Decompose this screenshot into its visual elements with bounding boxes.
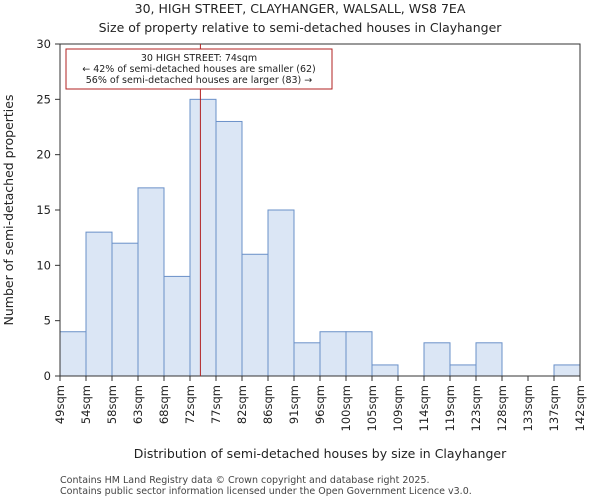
histogram-bar xyxy=(215,120,243,377)
x-tick-label: 49sqm xyxy=(53,385,67,424)
y-axis: 0 5 10 15 20 25 30 xyxy=(36,37,60,383)
x-axis: 49sqm 54sqm 58sqm 63sqm 68sqm 72sqm 77sqm 82sqm… xyxy=(53,376,587,431)
x-tick-label: 96sqm xyxy=(313,385,327,424)
histogram-bar xyxy=(423,342,451,377)
footer-line-1: Contains HM Land Registry data © Crown c… xyxy=(60,475,430,486)
x-tick-label: 123sqm xyxy=(469,385,483,431)
x-tick-label: 91sqm xyxy=(287,385,301,424)
histogram-bar xyxy=(189,98,217,377)
y-tick-label: 0 xyxy=(44,369,51,383)
x-tick-label: 86sqm xyxy=(261,385,275,424)
histogram-bar xyxy=(111,242,139,377)
x-tick-label: 58sqm xyxy=(105,385,119,424)
chart-subtitle: Size of property relative to semi-detach… xyxy=(99,20,503,35)
histogram-bar xyxy=(241,253,269,377)
x-tick-label: 128sqm xyxy=(495,385,509,431)
histogram-bar xyxy=(319,331,347,377)
histogram-bar xyxy=(293,342,321,377)
annotation-line-2: ← 42% of semi-detached houses are smalle… xyxy=(82,64,316,75)
x-tick-label: 114sqm xyxy=(417,385,431,431)
y-tick-label: 5 xyxy=(44,314,51,328)
histogram-bar xyxy=(345,331,373,377)
histogram-bar xyxy=(137,187,165,377)
x-tick-label: 72sqm xyxy=(183,385,197,424)
annotation-line-1: 30 HIGH STREET: 74sqm xyxy=(141,53,257,64)
histogram-bar xyxy=(59,331,87,377)
y-tick-label: 30 xyxy=(36,37,51,51)
bars-group xyxy=(59,98,581,377)
x-tick-label: 68sqm xyxy=(157,385,171,424)
annotation-line-3: 56% of semi-detached houses are larger (… xyxy=(86,75,313,86)
y-tick-label: 20 xyxy=(36,148,51,162)
y-axis-label: Number of semi-detached properties xyxy=(1,95,16,326)
plot-frame xyxy=(59,43,581,377)
x-tick-label: 100sqm xyxy=(339,385,353,431)
histogram-bar xyxy=(553,364,581,377)
x-tick-label: 77sqm xyxy=(209,385,223,424)
x-tick-label: 105sqm xyxy=(365,385,379,431)
histogram-bar xyxy=(371,364,399,377)
y-tick-label: 10 xyxy=(36,258,51,272)
x-tick-label: 82sqm xyxy=(235,385,249,424)
footer-line-2: Contains public sector information licen… xyxy=(60,486,472,497)
x-tick-label: 142sqm xyxy=(573,385,587,431)
histogram-bar xyxy=(85,231,113,377)
y-tick-label: 15 xyxy=(36,203,51,217)
histogram-bar xyxy=(163,275,191,377)
x-tick-label: 137sqm xyxy=(547,385,561,431)
x-tick-label: 54sqm xyxy=(79,385,93,424)
x-tick-label: 133sqm xyxy=(521,385,535,431)
histogram-bar xyxy=(449,364,477,377)
annotation-box xyxy=(65,48,333,90)
x-axis-label: Distribution of semi-detached houses by … xyxy=(134,446,507,461)
x-tick-label: 109sqm xyxy=(391,385,405,431)
histogram-bar xyxy=(475,342,503,377)
x-tick-label: 63sqm xyxy=(131,385,145,424)
x-tick-label: 119sqm xyxy=(443,385,457,431)
histogram-bar xyxy=(267,209,295,377)
chart-title: 30, HIGH STREET, CLAYHANGER, WALSALL, WS… xyxy=(135,1,466,16)
y-tick-label: 25 xyxy=(36,92,51,106)
